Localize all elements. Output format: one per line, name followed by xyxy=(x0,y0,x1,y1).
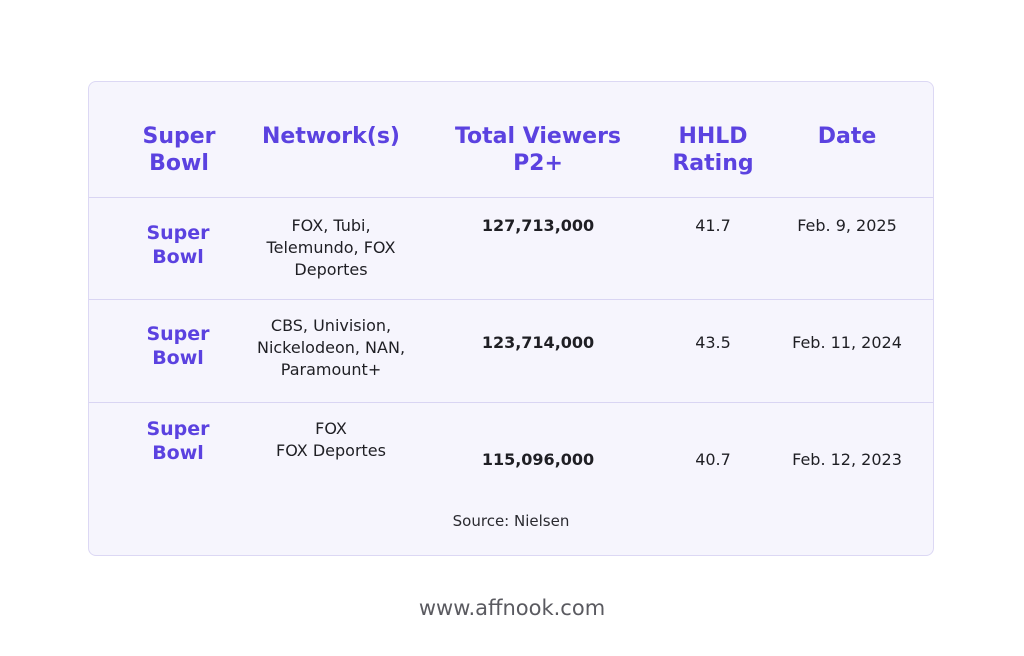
viewership-table: Super Bowl Network(s) Total Viewers P2+ … xyxy=(88,81,934,556)
row-3-date: Feb. 12, 2023 xyxy=(792,450,902,469)
row-1-viewers: 127,713,000 xyxy=(481,216,595,235)
row-3-event: Super Bowl xyxy=(146,418,210,464)
row-3-rating: 40.7 xyxy=(695,450,731,469)
row-1-date: Feb. 9, 2025 xyxy=(797,216,897,235)
row-1-event: Super Bowl xyxy=(146,222,210,268)
header-hhld-rating: HHLD Rating xyxy=(672,124,754,176)
source-note: Source: Nielsen xyxy=(452,512,570,530)
row-divider xyxy=(89,197,933,198)
row-2-networks: CBS, Univision, Nickelodeon, NAN, Paramo… xyxy=(256,316,406,379)
row-3-viewers: 115,096,000 xyxy=(481,450,595,469)
website-url: www.affnook.com xyxy=(418,596,606,620)
row-divider xyxy=(89,402,933,403)
header-total-viewers: Total Viewers P2+ xyxy=(454,124,622,176)
row-1-networks: FOX, Tubi, Telemundo, FOX Deportes xyxy=(266,216,396,279)
row-divider xyxy=(89,299,933,300)
row-2-viewers: 123,714,000 xyxy=(481,333,595,352)
header-networks: Network(s) xyxy=(262,124,400,149)
row-2-date: Feb. 11, 2024 xyxy=(792,333,902,352)
row-3-networks: FOX FOX Deportes xyxy=(276,419,386,460)
row-2-rating: 43.5 xyxy=(695,333,731,352)
header-date: Date xyxy=(817,124,877,149)
row-1-rating: 41.7 xyxy=(695,216,731,235)
header-super-bowl: Super Bowl xyxy=(142,124,216,176)
row-2-event: Super Bowl xyxy=(146,323,210,369)
